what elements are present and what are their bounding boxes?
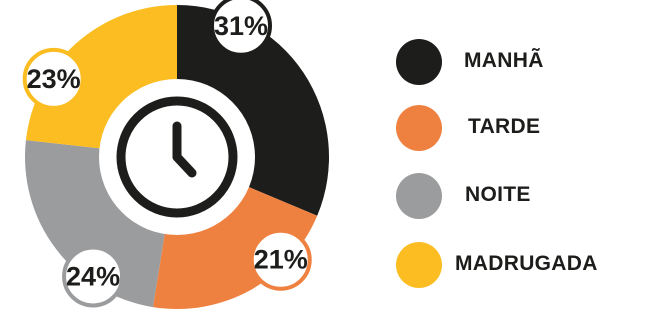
legend-swatch [396,173,442,219]
legend-item-tarde: TARDE [388,103,648,153]
legend-item-noite: NOITE [388,171,648,221]
value-label-noite: 24% [66,261,120,291]
legend-label: MADRUGADA [455,252,598,275]
legend-label: MANHÃ [464,49,544,72]
value-badge-tarde: 21% [249,228,312,291]
legend-swatch [396,39,442,85]
pie-chart: 31% 21% 24% 23% [22,0,329,309]
legend-swatch [396,105,442,151]
value-badge-manha: 31% [210,0,272,57]
legend-swatch [396,242,442,288]
value-badge-noite: 24% [62,245,125,308]
legend-item-madrugada: MADRUGADA [388,240,648,290]
value-label-madrugada: 23% [27,64,81,94]
value-label-tarde: 21% [254,245,308,275]
legend-label: TARDE [468,115,541,138]
value-badge-madrugada: 23% [22,47,85,110]
value-badges: 31% 21% 24% 23% [22,0,312,308]
value-label-manha: 31% [214,11,268,41]
legend-label: NOITE [465,183,531,206]
clock-icon [99,79,255,235]
legend: MANHÃ TARDE NOITE MADRUGADA [388,0,648,321]
legend-item-manha: MANHÃ [388,37,648,87]
